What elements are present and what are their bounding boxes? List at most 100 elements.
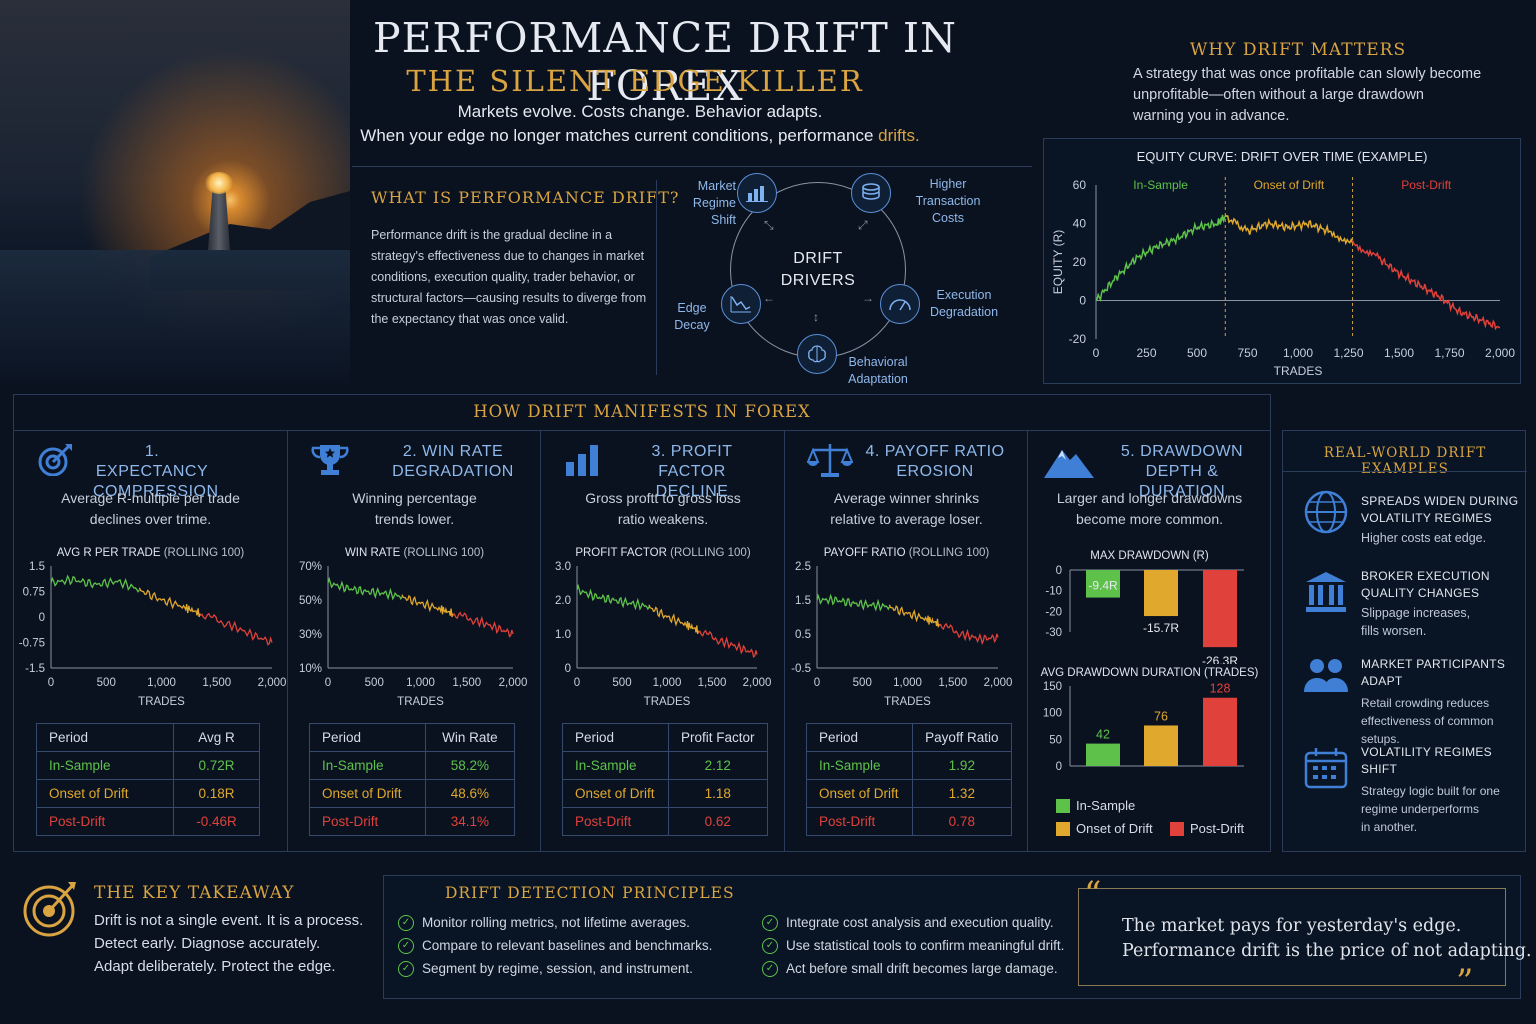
check-icon: ✓ [762,914,778,931]
lighthouse-tower [208,190,230,250]
tick-label: 1,500 [202,677,231,689]
principles-left: ✓ Monitor rolling metrics, not lifetime a… [398,911,712,980]
table-header-row: Period Profit Factor [562,723,769,752]
check-icon: ✓ [762,960,778,977]
tick-label: 50% [299,595,322,607]
bar-onset-of-drift [1144,725,1178,766]
principles-right: ✓ Integrate cost analysis and execution q… [762,911,1064,980]
real-world-panel: REAL-WORLD DRIFT EXAMPLES SPREADS WIDEN … [1282,430,1527,852]
series-line-0 [576,583,650,611]
tick-label: 0 [1079,294,1086,308]
bank-icon [1303,569,1349,620]
tick-label: 0 [814,677,820,689]
trophy-icon [310,442,350,483]
tick-label: 500 [612,677,631,689]
bar-in-sample [1086,570,1120,598]
tick-label: 0.75 [23,587,45,599]
principle-item: ✓ Segment by regime, session, and instrum… [398,957,712,980]
tick-label: 20 [1073,255,1087,269]
open-quote-icon: “ [1084,874,1102,914]
zone-label-onset: Onset of Drift [1254,178,1325,192]
tick-label: -1.5 [25,663,45,675]
tick-label: 2,000 [499,677,528,689]
tick-label: 0 [325,677,331,689]
metric-card-title: 4. PAYOFF RATIO EROSION [865,443,1005,480]
legend-in-sample: In-Sample [1056,798,1135,813]
table-row: In-Sample 0.72R [35,751,260,780]
globe-icon [1303,489,1349,540]
manifest-divider [13,430,1271,431]
tick-label: 40 [1073,217,1087,231]
bar-label: 128 [1210,682,1231,696]
bar-label: -9.4R [1088,579,1118,593]
table-row: Post-Drift 34.1% [309,807,516,836]
driver-label-behavioral: Behavioral Adaptation [848,355,908,386]
metric-table: Period Payoff Ratio In-Sample 1.92 Onset of … [806,723,1013,836]
metric-card-desc: Winning percentage trends lower. [352,490,477,527]
bar-chart-icon [563,442,603,483]
series-line-1 [401,594,454,618]
lead-highlight: drifts. [878,126,920,145]
bar-onset-of-drift [1144,570,1178,617]
manifest-panel [13,394,1271,852]
drawdown-card: 5. DRAWDOWN DEPTH & DURATION Larger and l… [1028,430,1271,852]
what-is-title: WHAT IS PERFORMANCE DRIFT? [371,188,680,207]
takeaway-title: THE KEY TAKEAWAY [94,883,295,903]
manifest-title: HOW DRIFT MANIFESTS IN FOREX [473,402,811,421]
table-header-row: Period Avg R [35,723,260,752]
check-icon: ✓ [762,937,778,954]
real-world-item-4: VOLATILITY REGIMES SHIFT Strategy logic b… [1361,745,1500,834]
brain-icon [797,334,837,374]
lead-text: Markets evolve. Costs change. Behavior a… [330,100,950,148]
check-icon: ✓ [398,914,414,931]
series-line-2 [1351,240,1501,331]
principle-item: ✓ Integrate cost analysis and execution q… [762,911,1064,934]
table-row: Post-Drift -0.46R [35,807,260,836]
bar-post-drift [1203,570,1237,648]
tick-label: 250 [1136,346,1156,360]
mountain-icon [1042,442,1096,485]
arrow-icon: ⤡ [764,218,774,232]
series-line-2 [199,612,273,646]
bar-post-drift [1203,697,1237,766]
page-title: PERFORMANCE DRIFT IN FOREX [373,14,957,110]
tick-label: 10% [299,663,322,675]
metric-table: Period Avg R In-Sample 0.72R Onset of Drift 0… [35,723,260,836]
table-row: Onset of Drift 48.6% [309,779,516,808]
driver-label-execution: Execution Degradation [929,288,999,319]
metric-card-desc: Average R-multiple per trade declines ove… [61,490,240,527]
mini-chart: 70% 50% 30% 10%0 500 1,000 1,500 2,000 TRADES [299,561,528,708]
table-row: In-Sample 2.12 [562,751,769,780]
lighthouse-lamp [205,172,233,194]
balance-scale-icon [806,442,854,483]
table-header-row: Period Payoff Ratio [806,723,1013,752]
dd-duration-title: AVG DRAWDOWN DURATION (TRADES) [1040,667,1259,679]
metric-card-title: 2. WIN RATE DEGRADATION [392,443,514,480]
real-world-divider [1283,471,1527,472]
close-quote-icon: ” [1456,962,1474,1002]
tick-label: 70% [299,561,322,573]
tick-label: 2,000 [743,677,772,689]
lead-line-1: Markets evolve. Costs change. Behavior a… [457,102,823,121]
real-world-item-2: BROKER EXECUTION QUALITY CHANGES Slippage… [1361,569,1490,638]
mini-chart: 2.5 1.5 0.5 -0.50 500 1,000 1,500 2,000 TRADES [791,561,1013,708]
arrow-icon: ⤢ [858,218,868,232]
mini-chart-title: WIN RATE (ROLLING 100) [344,547,485,559]
zone-label-post: Post-Drift [1401,178,1452,192]
legend-post: Post-Drift [1170,821,1244,836]
coins-icon [851,173,891,213]
tick-label: 30% [299,629,322,641]
table-row: Post-Drift 0.78 [806,807,1013,836]
y-axis-label: EQUITY (R) [1051,230,1065,294]
bar-label: -26.3R [1202,654,1238,664]
series-line-2 [452,611,514,638]
principles-panel [383,875,1521,999]
equity-chart-panel: EQUITY CURVE: DRIFT OVER TIME (EXAMPLE) … [1043,138,1521,384]
tick-label: 2,000 [984,677,1013,689]
metric-card-title: 1. EXPECTANCY COMPRESSION [93,443,219,500]
driver-label-edge: Edge Decay [674,301,710,332]
drivers-center: DRIFT DRIVERS [780,250,856,289]
bar-label: -15.7R [1143,621,1179,635]
gauge-icon [880,284,920,324]
tick-label: 500 [97,677,116,689]
